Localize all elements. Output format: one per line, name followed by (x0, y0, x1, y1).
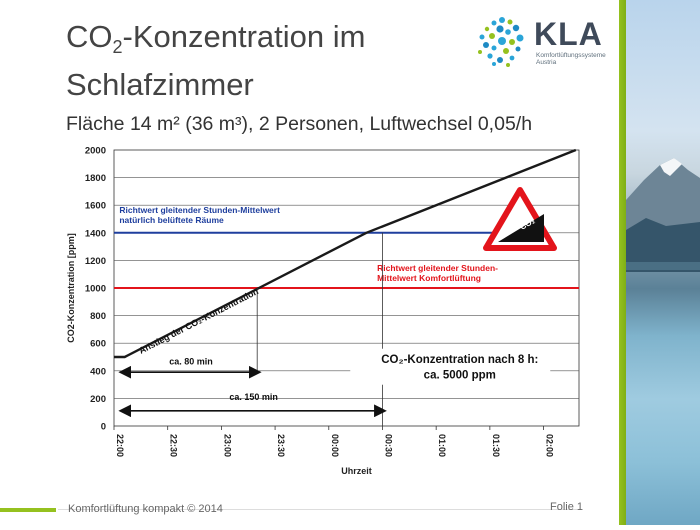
result-box (350, 348, 551, 385)
y-axis: 0 200 400 600 800 1000 1200 1400 1600 1800 2000 CO2… (66, 146, 106, 433)
logo-tagline-2: Austria (536, 59, 557, 66)
y-tick-label: 1400 (85, 228, 106, 239)
side-accent-bar (619, 0, 626, 525)
y-tick-label: 400 (90, 366, 106, 377)
x-tick-label: 00:30 (383, 434, 393, 457)
footer-accent (0, 508, 56, 512)
y-tick-label: 0 (101, 422, 106, 433)
result-line: CO₂-Konzentration nach 8 h: (381, 354, 538, 366)
y-tick-label: 200 (90, 394, 106, 405)
x-tick-label: 00:00 (330, 434, 340, 457)
footer-divider (58, 509, 578, 510)
kla-logo: KLA Komfortlüftungssysteme Austria (472, 14, 612, 70)
logo-tagline: Komfortlüftungssysteme (536, 52, 606, 59)
x-tick-label: 23:00 (222, 434, 232, 457)
x-tick-label: 02:00 (545, 434, 555, 457)
x-tick-label: 22:00 (115, 434, 125, 457)
title-co: CO (66, 19, 113, 54)
series-line (114, 148, 577, 359)
x-tick-label: 01:00 (437, 434, 447, 457)
arrow-label: ca. 150 min (229, 392, 278, 402)
dots-logo-icon (478, 17, 524, 67)
reference-label: Richtwert gleitender Stunden-Mittelwert (119, 205, 280, 215)
slide-subtitle: Fläche 14 m² (36 m³), 2 Personen, Luftwe… (66, 113, 533, 135)
y-tick-label: 1600 (85, 201, 106, 212)
x-tick-label: 01:30 (491, 434, 501, 457)
logo-word: KLA (534, 16, 603, 52)
arrow-label-bg (162, 356, 219, 369)
y-axis-label: CO2-Konzentration [ppm] (66, 233, 76, 343)
slide-number: Folie 1 (550, 501, 584, 513)
x-axis: 22:00 22:30 23:00 23:30 00:00 00:30 01:00 01:30… (113, 426, 555, 476)
x-tick-label: 23:30 (276, 434, 286, 457)
mountain-icon (626, 158, 700, 272)
y-tick-label: 1200 (85, 256, 106, 267)
series-group (114, 148, 577, 359)
x-axis-label: Uhrzeit (341, 466, 372, 476)
y-tick-label: 1800 (85, 173, 106, 184)
slide-title: CO2-Konzentration im Schlafzimmer (66, 18, 466, 103)
slope-warning-icon: CO₂ (483, 187, 557, 251)
y-tick-label: 600 (90, 339, 106, 350)
title-rest: -Konzentration im Schlafzimmer (66, 19, 366, 102)
co2-chart: 0 200 400 600 800 1000 1200 1400 1600 1800 2000 CO2… (66, 146, 580, 476)
reference-label: natürlich belüftete Räume (119, 215, 224, 225)
reference-label: Richtwert gleitender Stunden- (377, 263, 498, 273)
title-subscript: 2 (112, 37, 123, 57)
y-tick-label: 1000 (85, 284, 106, 295)
reference-label: Mittelwert Komfortlüftung (377, 273, 481, 283)
reference-lines: Richtwert gleitender Stunden-Mittelwertn… (114, 205, 579, 289)
sign-slope (498, 214, 544, 242)
y-tick-label: 2000 (85, 146, 106, 157)
mountain-lake-photo (626, 0, 700, 525)
result-line: ca. 5000 ppm (424, 369, 496, 381)
arrow-label: ca. 80 min (169, 357, 213, 367)
y-tick-label: 800 (90, 311, 106, 322)
x-tick-label: 22:30 (169, 434, 179, 457)
footer-text: Komfortlüftung kompakt © 2014 (68, 503, 223, 515)
